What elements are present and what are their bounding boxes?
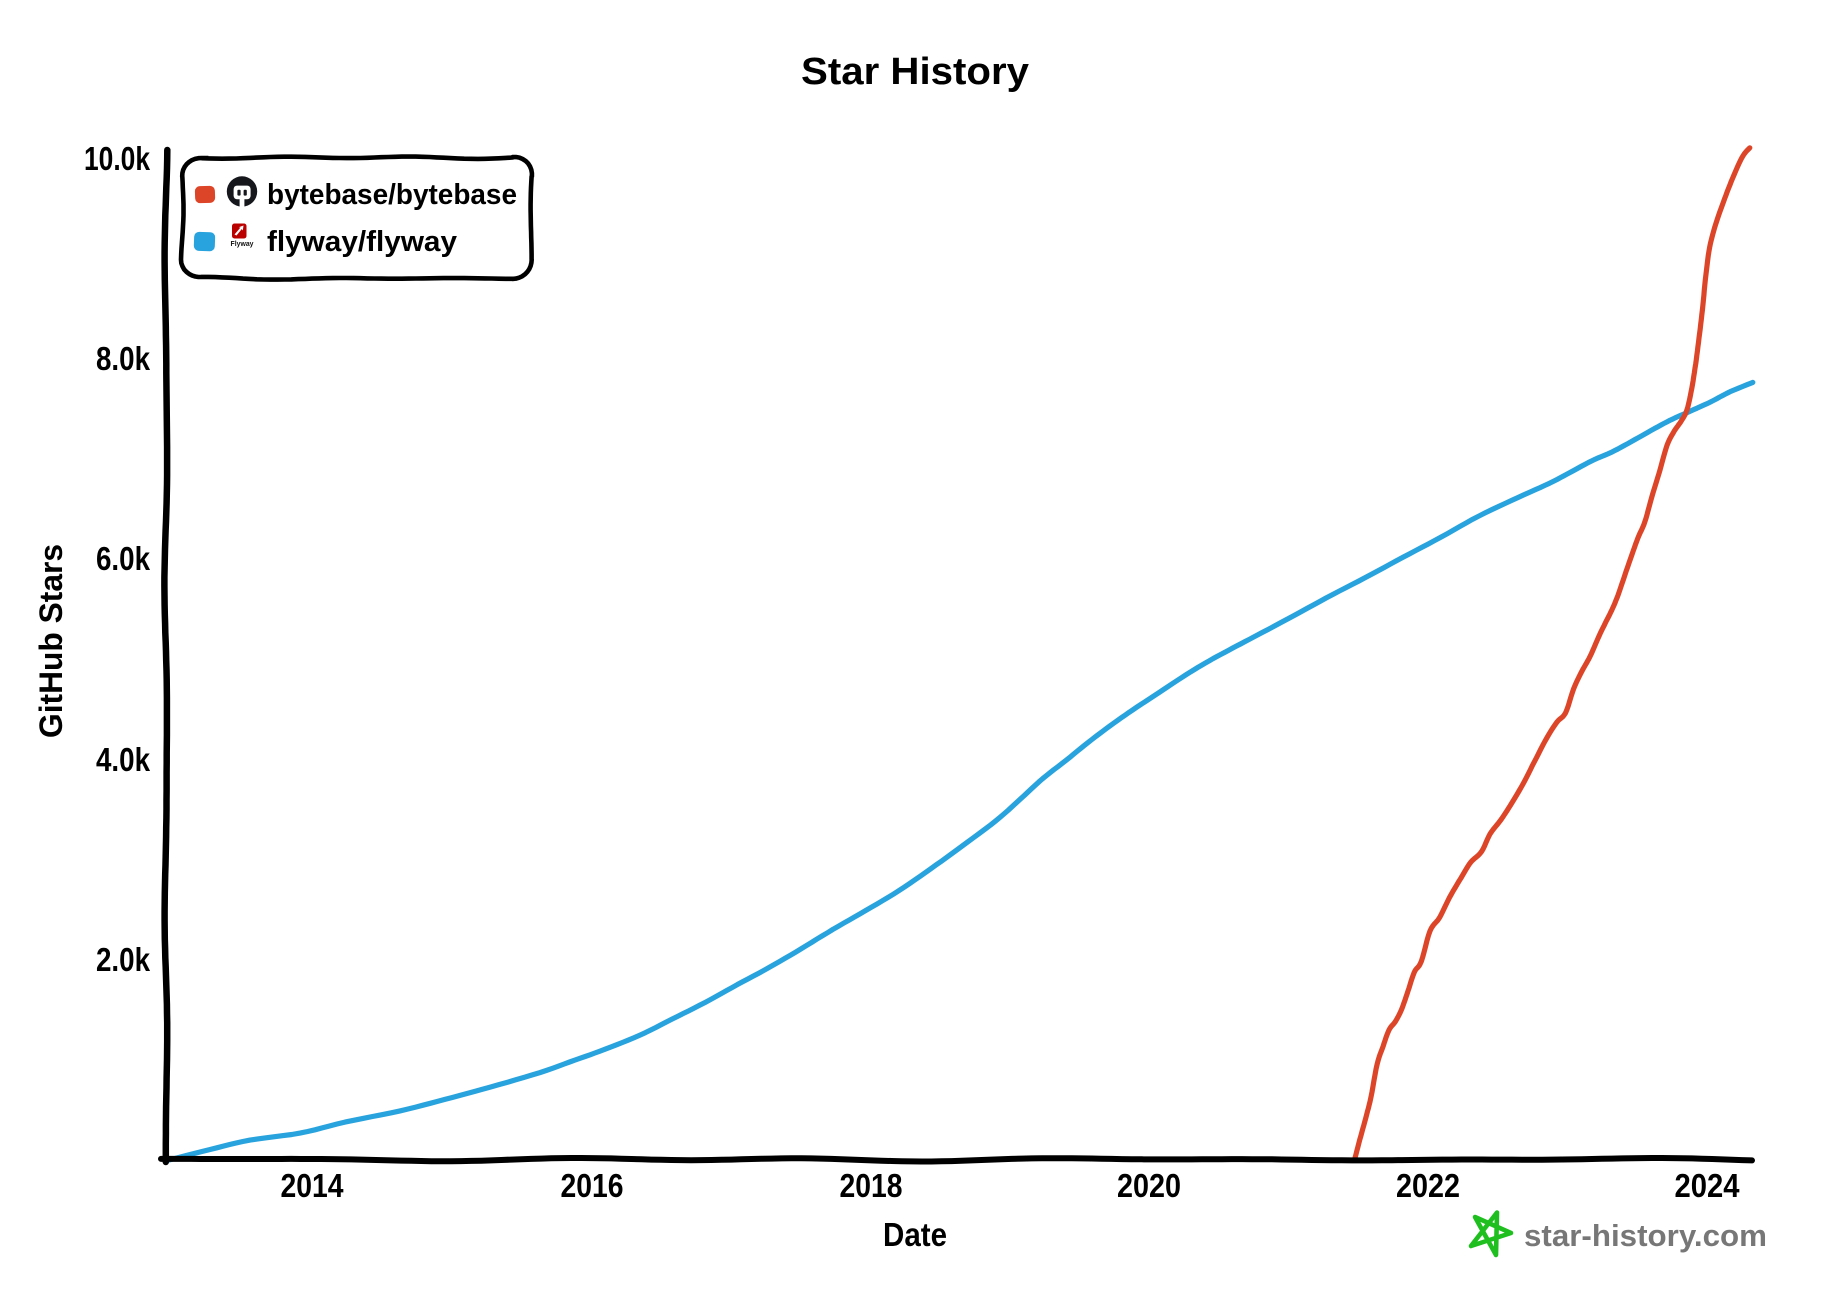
svg-text:GitHub Stars: GitHub Stars xyxy=(33,544,69,738)
svg-text:Date: Date xyxy=(883,1216,947,1253)
svg-text:6.0k: 6.0k xyxy=(96,540,151,577)
svg-text:2024: 2024 xyxy=(1675,1167,1741,1204)
svg-text:2016: 2016 xyxy=(561,1167,624,1204)
svg-text:8.0k: 8.0k xyxy=(96,340,151,377)
svg-text:10.0k: 10.0k xyxy=(84,140,151,177)
svg-text:4.0k: 4.0k xyxy=(96,741,151,778)
svg-text:Star History: Star History xyxy=(801,51,1029,93)
svg-text:bytebase/bytebase: bytebase/bytebase xyxy=(267,179,517,211)
svg-text:2014: 2014 xyxy=(281,1167,345,1204)
svg-text:2018: 2018 xyxy=(840,1167,903,1204)
svg-text:flyway/flyway: flyway/flyway xyxy=(267,226,457,258)
svg-text:2020: 2020 xyxy=(1117,1167,1181,1204)
svg-text:2.0k: 2.0k xyxy=(96,941,151,978)
svg-text:Flyway: Flyway xyxy=(231,239,255,248)
svg-text:star-history.com: star-history.com xyxy=(1524,1218,1767,1253)
svg-text:2022: 2022 xyxy=(1396,1167,1460,1204)
